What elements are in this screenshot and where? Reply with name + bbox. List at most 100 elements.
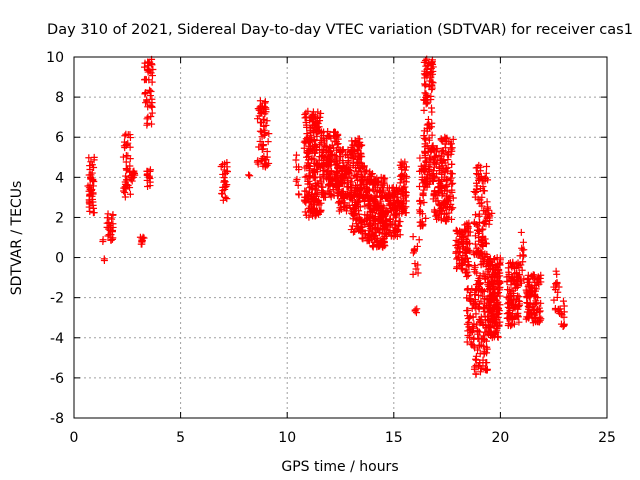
data-point (393, 201, 401, 209)
data-point (474, 229, 482, 237)
data-point (479, 252, 487, 260)
data-point (466, 247, 474, 255)
data-point (320, 172, 328, 180)
data-point (440, 204, 448, 212)
data-point (306, 139, 314, 147)
data-point (312, 184, 320, 192)
data-point (369, 178, 377, 186)
data-point (384, 193, 392, 201)
data-point (301, 164, 309, 172)
y-tick-label: -4 (50, 331, 64, 347)
data-point (437, 216, 445, 224)
data-point (507, 322, 515, 330)
data-point (476, 359, 484, 367)
y-tick-label: 10 (46, 50, 64, 66)
data-point (452, 248, 460, 256)
data-point (258, 154, 266, 162)
data-point (487, 331, 495, 339)
data-point (308, 169, 316, 177)
data-point (402, 189, 410, 197)
data-point (487, 260, 495, 268)
data-point (464, 232, 472, 240)
data-point (479, 225, 487, 233)
data-point (496, 256, 504, 264)
data-point (371, 224, 379, 232)
data-point (396, 231, 404, 239)
data-point (261, 98, 269, 106)
data-point (550, 296, 558, 304)
data-point (304, 159, 312, 167)
data-point (440, 156, 448, 164)
data-point (317, 206, 325, 214)
data-point (144, 113, 152, 121)
data-point (349, 228, 357, 236)
data-point (358, 175, 366, 183)
data-point (515, 318, 523, 326)
data-point (524, 271, 532, 279)
data-point (422, 69, 430, 77)
data-point (348, 184, 356, 192)
data-point (489, 303, 497, 311)
data-point (396, 172, 404, 180)
data-point (472, 361, 480, 369)
data-point (331, 175, 339, 183)
data-point (492, 316, 500, 324)
data-point (260, 122, 268, 130)
data-point (529, 306, 537, 314)
data-point (372, 217, 380, 225)
data-point (120, 187, 128, 195)
data-point (556, 305, 564, 313)
data-point (478, 236, 486, 244)
data-point (505, 268, 513, 276)
data-point (460, 258, 468, 266)
data-point (339, 172, 347, 180)
data-point (431, 152, 439, 160)
data-point (477, 185, 485, 193)
data-point (304, 133, 312, 141)
data-point (531, 287, 539, 295)
data-point (447, 174, 455, 182)
data-point (121, 183, 129, 191)
data-point (527, 291, 535, 299)
data-point (473, 326, 481, 334)
data-point (472, 285, 480, 293)
data-point (122, 172, 130, 180)
data-point (400, 171, 408, 179)
data-point (295, 166, 303, 174)
data-point (420, 199, 428, 207)
data-point (495, 265, 503, 273)
data-point (338, 188, 346, 196)
data-point (439, 157, 447, 165)
data-point (475, 212, 483, 220)
data-point (430, 156, 438, 164)
data-point (511, 264, 519, 272)
data-point (506, 299, 514, 307)
data-point (265, 130, 273, 138)
data-point (143, 119, 151, 127)
data-point (109, 211, 117, 219)
data-point (531, 281, 539, 289)
data-point (438, 191, 446, 199)
data-point (223, 163, 231, 171)
data-point (382, 220, 390, 228)
data-point (438, 178, 446, 186)
data-point (421, 89, 429, 97)
data-point (438, 169, 446, 177)
y-tick-label: -2 (50, 291, 64, 307)
data-point (442, 176, 450, 184)
data-point (256, 97, 264, 105)
data-point (423, 173, 431, 181)
data-point (428, 119, 436, 127)
data-point (496, 286, 504, 294)
data-point (308, 196, 316, 204)
data-point (472, 211, 480, 219)
data-point (303, 130, 311, 138)
data-point (495, 322, 503, 330)
chart-title: Day 310 of 2021, Sidereal Day-to-day VTE… (47, 22, 633, 38)
data-point (396, 218, 404, 226)
data-point (479, 219, 487, 227)
data-point (419, 221, 427, 229)
data-point (380, 176, 388, 184)
data-point (475, 291, 483, 299)
data-point (265, 159, 273, 167)
